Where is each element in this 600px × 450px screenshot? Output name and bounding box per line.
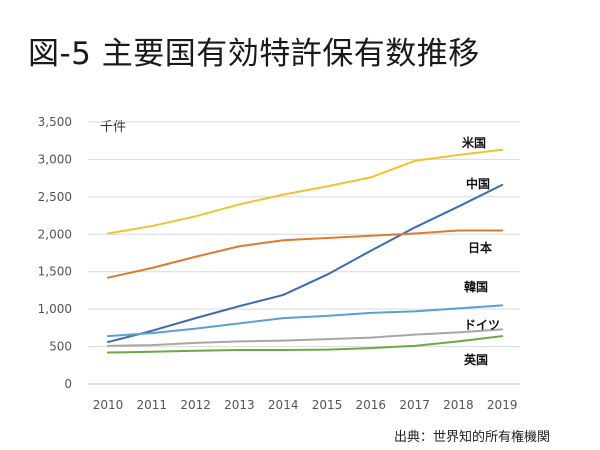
x-tick-label: 2012 [180,398,211,412]
series-label: 中国 [466,176,490,191]
series-line-3 [107,304,504,338]
y-tick-label: 1,500 [38,265,72,279]
x-tick-label: 2013 [224,398,255,412]
series-line-0 [107,148,504,235]
series-label: 日本 [468,240,492,255]
x-tick-label: 2011 [137,398,168,412]
x-tick-label: 2010 [93,398,124,412]
y-tick-label: 3,500 [38,115,72,129]
series-label: 英国 [464,352,488,367]
series-line-1 [107,183,504,344]
y-tick-label: 3,000 [38,152,72,166]
series-line-4 [107,328,504,347]
x-tick-label: 2018 [443,398,474,412]
series-label: ドイツ [464,318,500,332]
series-label: 米国 [462,135,486,150]
x-tick-label: 2015 [312,398,343,412]
series-label: 韓国 [464,279,488,294]
y-tick-label: 2,000 [38,227,72,241]
chart-title: 図-5 主要国有効特許保有数推移 [28,36,480,72]
y-tick-label: 2,500 [38,190,72,204]
y-tick-label: 1,000 [38,302,72,316]
x-tick-label: 2017 [399,398,430,412]
y-tick-label: 0 [64,377,72,391]
series-line-5 [107,335,504,354]
series-line-2 [107,229,504,279]
x-tick-label: 2019 [487,398,518,412]
y-axis-unit-label: 千件 [100,120,127,135]
y-tick-label: 500 [49,340,72,354]
source-note: 出典：世界知的所有権機関 [393,430,550,445]
x-tick-label: 2016 [356,398,387,412]
x-tick-label: 2014 [268,398,299,412]
